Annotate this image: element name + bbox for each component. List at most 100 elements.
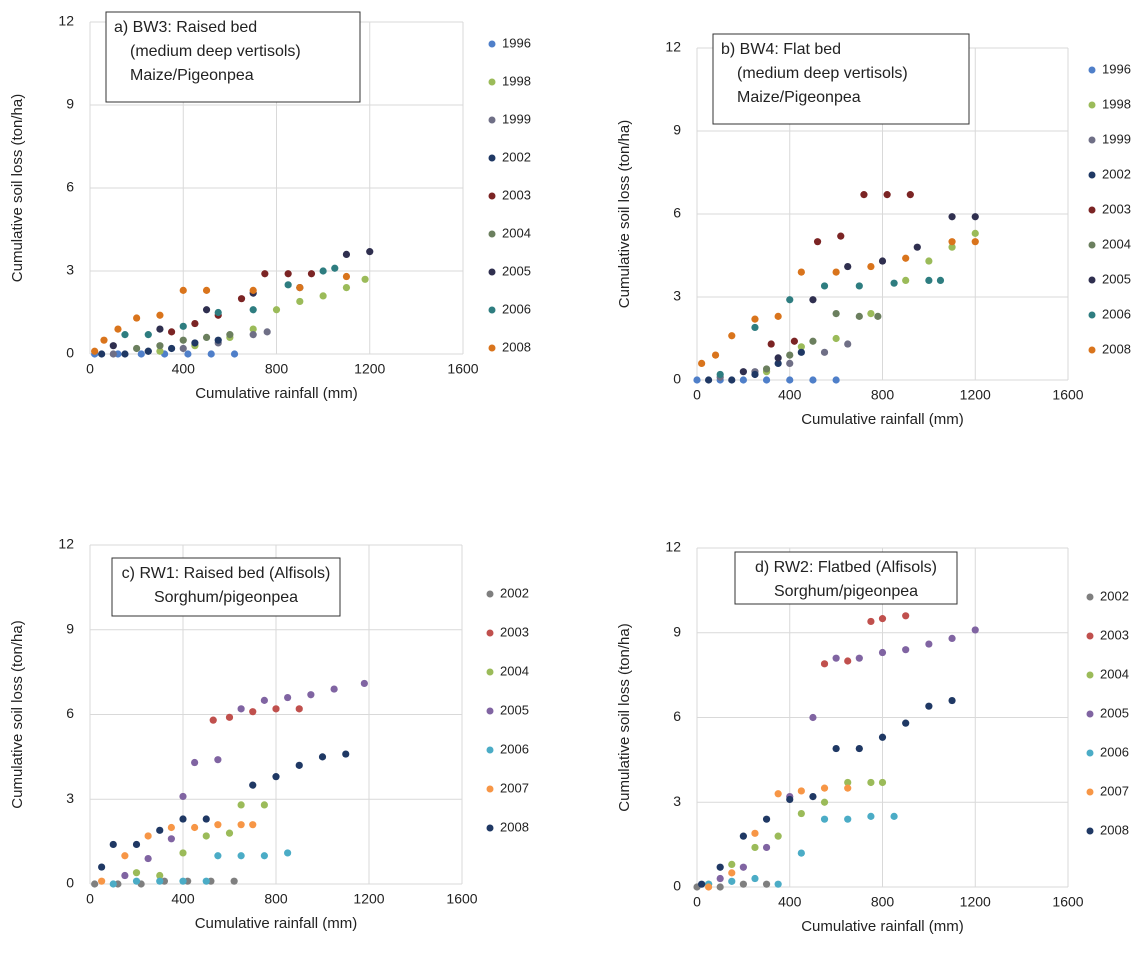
data-point <box>237 852 245 860</box>
y-tick-label: 3 <box>673 288 681 304</box>
data-point <box>156 325 164 333</box>
data-point <box>797 787 805 795</box>
data-point <box>91 880 99 888</box>
data-point <box>704 376 713 384</box>
annotation-box <box>111 557 341 617</box>
data-point <box>711 351 720 359</box>
data-point <box>144 347 152 355</box>
data-point <box>809 793 817 801</box>
y-tick-label: 12 <box>665 39 681 55</box>
data-point <box>296 297 304 306</box>
y-tick-label: 6 <box>66 705 74 721</box>
x-tick-label: 0 <box>86 891 94 907</box>
data-point <box>902 276 910 284</box>
data-point <box>261 270 269 278</box>
data-point <box>209 716 217 724</box>
data-point <box>98 863 106 871</box>
data-point <box>878 648 887 657</box>
data-point <box>820 798 829 806</box>
data-point <box>878 615 887 623</box>
data-point <box>133 314 141 322</box>
legend-marker <box>1088 136 1096 144</box>
data-point <box>971 229 979 237</box>
data-point <box>832 654 840 662</box>
legend-marker <box>486 746 494 754</box>
data-point <box>237 801 245 809</box>
data-point <box>167 328 176 336</box>
data-point <box>948 238 956 246</box>
x-axis-title: Cumulative rainfall (mm) <box>195 385 358 402</box>
data-point <box>284 693 292 702</box>
y-tick-label: 9 <box>673 623 681 639</box>
data-point <box>786 376 794 384</box>
x-tick-label: 400 <box>778 387 802 403</box>
data-point <box>751 315 759 323</box>
legend-marker <box>488 192 496 200</box>
data-point <box>878 733 887 741</box>
data-point <box>786 296 794 304</box>
data-point <box>284 849 292 857</box>
data-point <box>167 823 175 832</box>
legend-marker <box>1088 101 1096 109</box>
data-point <box>214 756 222 764</box>
data-point <box>809 337 817 345</box>
data-point <box>214 852 222 860</box>
data-point <box>100 336 108 344</box>
annotation-line: (medium deep vertisols) <box>737 65 908 82</box>
data-point <box>202 333 211 341</box>
data-point <box>214 308 222 317</box>
annotation-line: d) RW2: Flatbed (Alfisols) <box>755 559 937 576</box>
data-point <box>925 702 933 710</box>
data-point <box>260 696 268 704</box>
data-point <box>272 705 280 713</box>
data-point <box>790 337 798 345</box>
data-point <box>936 276 945 284</box>
data-point <box>156 342 164 350</box>
legend-marker <box>1088 66 1096 74</box>
data-point <box>867 812 875 820</box>
legend-marker <box>1086 632 1094 640</box>
data-point <box>144 832 152 840</box>
legend-label: 2006 <box>502 301 531 316</box>
data-point <box>797 268 805 276</box>
data-point <box>693 376 701 384</box>
x-tick-label: 400 <box>171 891 195 907</box>
data-point <box>762 365 771 373</box>
legend-marker <box>488 116 496 124</box>
legend-marker <box>488 268 496 276</box>
legend-marker <box>488 344 496 352</box>
data-point <box>121 331 129 339</box>
data-point <box>774 790 782 798</box>
data-point <box>307 270 316 278</box>
data-point <box>844 262 852 271</box>
data-point <box>820 282 829 290</box>
data-point <box>739 832 747 840</box>
data-point <box>948 634 956 643</box>
y-tick-label: 0 <box>673 878 681 894</box>
y-tick-label: 6 <box>673 708 681 724</box>
y-tick-label: 3 <box>673 793 681 809</box>
legend-marker <box>488 78 496 86</box>
legend-marker <box>486 590 494 598</box>
legend-label: 1996 <box>1102 61 1131 76</box>
data-point <box>319 267 327 275</box>
x-tick-label: 800 <box>265 361 289 377</box>
data-point <box>121 871 129 880</box>
x-tick-label: 1600 <box>1052 894 1083 910</box>
data-point <box>716 883 724 891</box>
data-point <box>91 347 99 355</box>
data-point <box>249 781 257 789</box>
legend-label: 2004 <box>502 225 531 240</box>
data-point <box>774 354 782 362</box>
data-point <box>832 376 840 384</box>
data-point <box>867 262 875 271</box>
data-point <box>762 815 771 823</box>
data-point <box>156 311 164 319</box>
legend-marker <box>1086 671 1094 679</box>
data-point <box>774 312 782 320</box>
data-point <box>809 376 817 384</box>
data-point <box>844 657 852 665</box>
data-point <box>249 306 257 314</box>
y-tick-label: 0 <box>66 345 74 361</box>
y-tick-label: 3 <box>66 262 74 278</box>
